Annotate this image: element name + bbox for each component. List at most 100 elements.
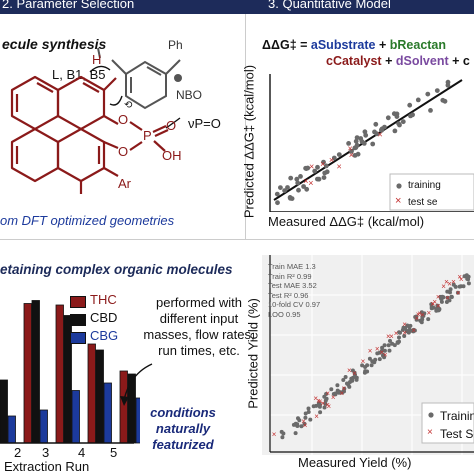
yield-training-point (408, 323, 413, 328)
legend-cbg-swatch (70, 332, 86, 344)
ddg-training-point (275, 200, 280, 206)
ddg-training-point (331, 155, 337, 161)
yield-training-point (449, 294, 454, 299)
yield-test-point: × (327, 402, 332, 411)
ddg-test-point: × (308, 178, 313, 188)
yield-test-point: × (420, 310, 425, 319)
legend-thc-swatch (70, 296, 86, 308)
yield-training-point (280, 435, 285, 440)
yield-test-point: × (316, 397, 321, 406)
yield-test-point: × (451, 278, 456, 287)
ddg-training-point (289, 196, 295, 201)
ddg-training-point (321, 175, 327, 180)
ddg-legend-training-marker (396, 183, 402, 189)
yield-training-point (299, 424, 304, 429)
ddg-test-point: × (348, 143, 353, 153)
yield-test-point: × (331, 393, 336, 402)
yield-test-point: × (325, 389, 330, 398)
binol-phosphoric-acid-structure: ⟲ (10, 47, 182, 194)
ddg-test-point: × (320, 159, 325, 169)
ddg-training-point (415, 97, 421, 103)
ddg-test-point: × (303, 176, 308, 186)
ddg-training-point (353, 138, 359, 144)
yield-test-point: × (427, 308, 432, 317)
ddg-training-point (304, 186, 310, 192)
yield-training-point (367, 356, 372, 361)
arrow-to-conditions (120, 363, 153, 406)
yield-training-point (439, 296, 444, 301)
top-banner (0, 0, 474, 14)
yield-training-point (445, 289, 450, 294)
bar-cbd-run-2 (31, 300, 40, 444)
ddg-training-point (385, 115, 391, 121)
yield-training-point (379, 349, 384, 353)
eq-solvent-term: dSolvent (395, 54, 449, 68)
ddg-training-point (397, 122, 402, 128)
stat-10fold-cv: 10-fold CV 0.97 (268, 300, 321, 309)
ddg-test-point: × (349, 150, 354, 160)
yield-test-point: × (394, 329, 399, 338)
ddg-training-point (428, 108, 433, 113)
banner-step2-label: 2. Parameter Selection (2, 0, 135, 11)
ddg-training-point (288, 175, 294, 181)
eq-substrate-term: aSubstrate (310, 38, 376, 52)
atom-o3-label: O (166, 118, 177, 133)
ddg-training-point (372, 129, 377, 135)
bar-thc-run-4 (87, 343, 96, 444)
ddg-training-point (440, 97, 446, 103)
ddg-training-point (336, 152, 342, 157)
yield-training-point (373, 357, 378, 362)
yield-training-point (411, 329, 416, 334)
extraction-bar-chart (0, 300, 140, 444)
ddg-training-point (274, 191, 280, 197)
ddg-training-point (425, 91, 431, 97)
yield-test-point: × (272, 430, 277, 439)
atom-ph-label: Ph (168, 38, 183, 52)
eq-reactant-term: bReactan (389, 38, 447, 52)
ddg-training-point (315, 164, 320, 170)
yield-test-point: × (457, 272, 462, 281)
yield-training-point (420, 314, 425, 319)
yield-test-point: × (313, 394, 318, 403)
yield-training-point (448, 287, 453, 292)
atom-o1-label: O (118, 112, 129, 127)
yield-test-point: × (368, 347, 373, 356)
yield-training-point (457, 284, 462, 289)
yield-training-point (377, 357, 382, 362)
ddg-training-point (323, 163, 329, 169)
ddg-training-point (285, 185, 290, 190)
yield-legend-training-label: Trainin (440, 409, 474, 423)
ddg-training-point (315, 176, 320, 182)
molecule-panel-title: ecule synthesis (2, 36, 107, 52)
yield-training-point (293, 431, 298, 436)
yield-training-point (291, 422, 296, 427)
yield-test-point: × (436, 302, 441, 311)
yield-training-point (335, 383, 340, 388)
yield-test-point: × (314, 412, 319, 421)
bottom-left-title: etaining complex organic molecules (0, 262, 233, 277)
yield-training-point (297, 418, 302, 423)
ddg-training-point (392, 128, 398, 134)
yield-training-point (397, 330, 402, 335)
yield-training-point (388, 338, 392, 343)
yield-training-point (302, 421, 307, 426)
yield-training-point (347, 384, 352, 389)
yield-training-point (331, 392, 336, 396)
yield-training-point (466, 277, 471, 282)
ddg-training-point (321, 159, 326, 165)
bar-cbg-run-2 (39, 409, 48, 444)
ddg-training-point (346, 141, 351, 146)
panel-divider (245, 14, 246, 239)
yield-legend-training-marker (428, 412, 434, 418)
yield-stats-block: Train MAE 1.3 Train R² 0.99 Test MAE 3.5… (268, 262, 320, 319)
row-divider (0, 239, 474, 240)
bar-cbg-run-1 (7, 415, 16, 444)
ddg-training-point (298, 174, 303, 179)
yield-test-point: × (402, 329, 407, 338)
yield-training-point (324, 392, 329, 396)
eq-tail: + c (448, 54, 470, 68)
bar-thc-run-2 (23, 303, 32, 444)
yield-test-point: × (402, 320, 407, 329)
yield-xlabel: Measured Yield (%) (298, 455, 412, 470)
yield-training-point (306, 406, 311, 411)
